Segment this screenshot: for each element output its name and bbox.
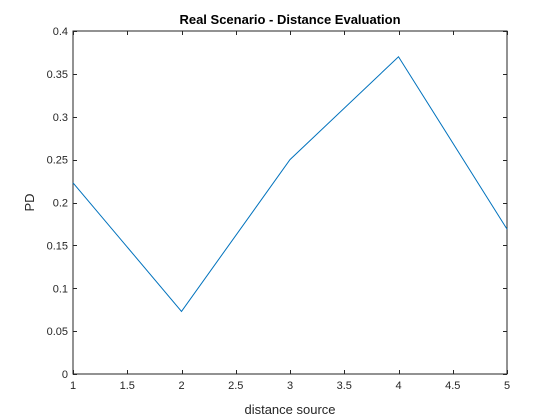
plot-area [72, 30, 508, 375]
y-tick-label: 0.1 [53, 283, 68, 295]
x-tick-label: 4.5 [445, 380, 460, 392]
plot-frame [72, 30, 508, 375]
series-line [72, 55, 508, 313]
y-tick-label: 0.05 [47, 326, 68, 338]
x-tick-label: 1 [70, 380, 76, 392]
y-axis-label: PD [22, 193, 37, 211]
series-layer [72, 55, 508, 313]
y-tick-label: 0 [62, 369, 68, 381]
x-tick-label: 5 [504, 380, 510, 392]
x-tick-label: 3 [287, 380, 293, 392]
y-tick-label: 0.3 [53, 112, 68, 124]
x-tick-label: 2.5 [228, 380, 243, 392]
x-tick-label: 2 [178, 380, 184, 392]
y-tick-label: 0.2 [53, 198, 68, 210]
x-axis: 1 1.5 2 2.5 3 3.5 4 4.5 5 [70, 31, 510, 392]
x-axis-label: distance source [244, 402, 335, 417]
x-tick-label: 1.5 [120, 380, 135, 392]
y-tick-label: 0.35 [47, 69, 68, 81]
y-tick-label: 0.25 [47, 155, 68, 167]
x-tick-label: 3.5 [337, 380, 352, 392]
x-tick-label: 4 [395, 380, 401, 392]
chart-title: Real Scenario - Distance Evaluation [179, 12, 400, 27]
y-tick-label: 0.15 [47, 240, 68, 252]
y-tick-label: 0.4 [53, 26, 68, 38]
y-axis: 0 0.05 0.1 0.15 0.2 0.25 0.3 0.35 0.4 [47, 26, 507, 381]
